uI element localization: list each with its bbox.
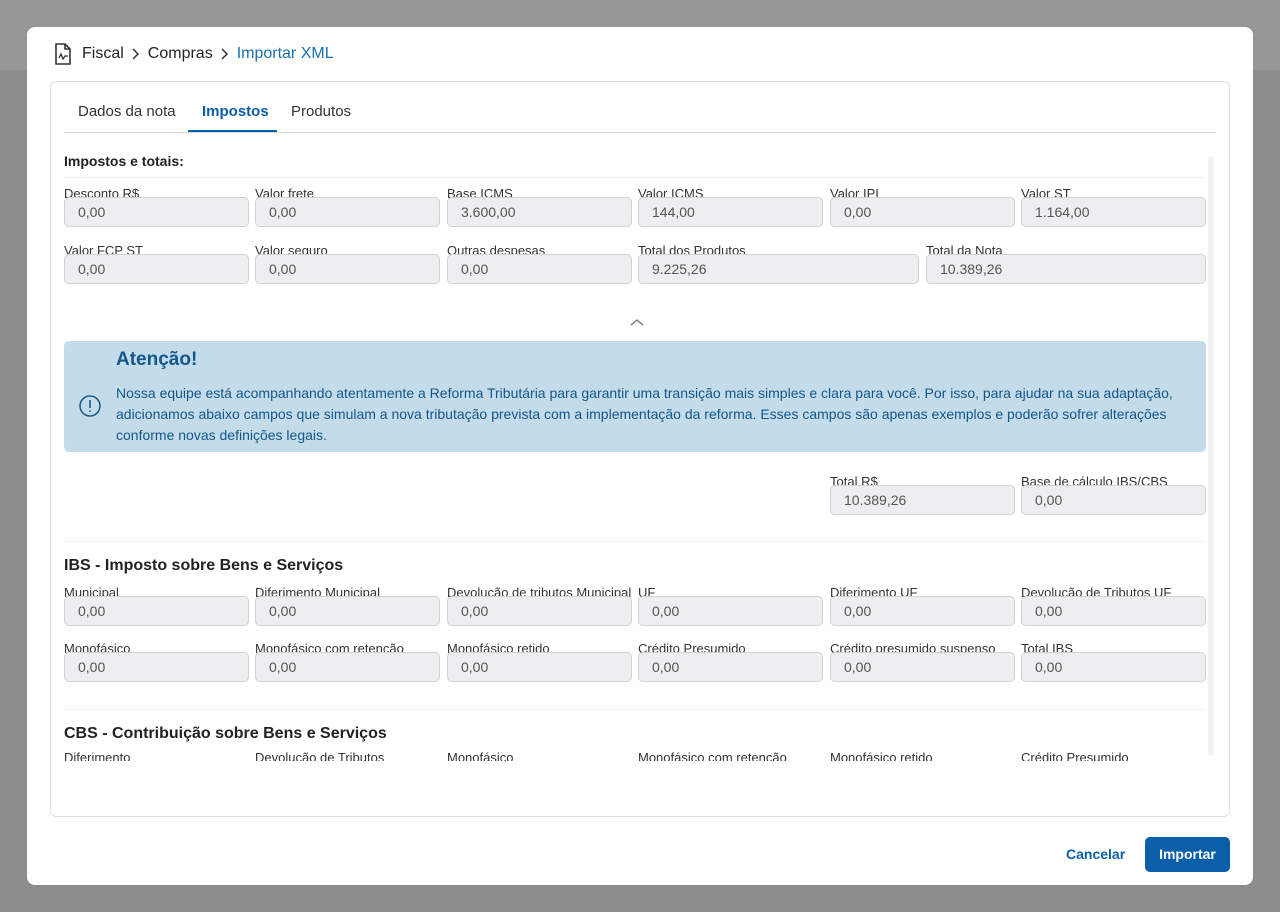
field-input[interactable]: 0,00 bbox=[638, 652, 823, 682]
card bbox=[50, 81, 1230, 817]
alert-text: Nossa equipe está acompanhando atentamen… bbox=[116, 385, 1173, 443]
field-input[interactable]: 0,00 bbox=[1021, 485, 1206, 515]
field-input[interactable]: 9.225,26 bbox=[638, 254, 919, 284]
breadcrumb-item[interactable]: Fiscal bbox=[82, 45, 124, 62]
divider bbox=[64, 541, 1206, 542]
doc-icon bbox=[55, 43, 71, 65]
breadcrumb-item: Importar XML bbox=[236, 45, 334, 62]
breadcrumb: Fiscal Compras Importar XML bbox=[82, 45, 334, 63]
field-input[interactable]: 0,00 bbox=[447, 652, 632, 682]
field-label: Monofásico retido bbox=[830, 750, 933, 761]
field-input[interactable]: 0,00 bbox=[64, 254, 249, 284]
section-title: IBS - Imposto sobre Bens e Serviços bbox=[64, 557, 344, 574]
field-input[interactable]: 0,00 bbox=[64, 596, 249, 626]
field-input[interactable]: 0,00 bbox=[830, 652, 1015, 682]
import-button[interactable]: Importar bbox=[1145, 837, 1230, 872]
field-input[interactable]: 0,00 bbox=[1021, 596, 1206, 626]
field-input[interactable]: 0,00 bbox=[1021, 652, 1206, 682]
breadcrumb-item[interactable]: Compras bbox=[147, 45, 213, 62]
tab[interactable]: Produtos bbox=[291, 103, 352, 120]
field-input[interactable]: 0,00 bbox=[447, 254, 632, 284]
field-label: Monofásico com retenção bbox=[638, 750, 787, 761]
cancel-button[interactable]: Cancelar bbox=[1066, 846, 1126, 862]
scrollbar bbox=[1208, 156, 1214, 756]
tab[interactable]: Dados da nota bbox=[78, 103, 176, 120]
field-label: Devolução de Tributos bbox=[255, 750, 385, 761]
scroll-content: Atenção! Nossa equipe está acompanhando … bbox=[64, 153, 1206, 761]
field-input[interactable]: 0,00 bbox=[255, 652, 440, 682]
field-input[interactable]: 0,00 bbox=[64, 652, 249, 682]
field-input[interactable]: 0,00 bbox=[447, 596, 632, 626]
alert bbox=[64, 341, 1206, 452]
field-input[interactable]: 3.600,00 bbox=[447, 197, 632, 227]
field-input[interactable]: 0,00 bbox=[255, 197, 440, 227]
field-label: Monofásico bbox=[447, 750, 514, 761]
divider bbox=[64, 709, 1206, 710]
field-input[interactable]: 0,00 bbox=[255, 254, 440, 284]
field-input[interactable]: 0,00 bbox=[638, 596, 823, 626]
field-input[interactable]: 144,00 bbox=[638, 197, 823, 227]
crumb-separator bbox=[221, 48, 228, 60]
field-label: Diferimento bbox=[64, 750, 131, 761]
tabs-divider bbox=[64, 132, 1216, 133]
field-input[interactable]: 0,00 bbox=[830, 197, 1015, 227]
alert-icon bbox=[79, 395, 101, 417]
field-input[interactable]: 0,00 bbox=[830, 596, 1015, 626]
field-label: Crédito Presumido bbox=[1021, 750, 1129, 761]
tab[interactable]: Impostos bbox=[202, 103, 269, 120]
crumb-separator bbox=[132, 48, 139, 60]
field-input[interactable]: 0,00 bbox=[64, 197, 249, 227]
section-title: Impostos e totais: bbox=[64, 153, 184, 169]
field-input[interactable]: 10.389,26 bbox=[926, 254, 1206, 284]
section-title: CBS - Contribuição sobre Bens e Serviços bbox=[64, 725, 387, 742]
alert-title: Atenção! bbox=[116, 349, 198, 370]
field-input[interactable]: 1.164,00 bbox=[1021, 197, 1206, 227]
field-input[interactable]: 0,00 bbox=[255, 596, 440, 626]
divider bbox=[64, 177, 1206, 178]
collapse-chevron[interactable] bbox=[629, 317, 645, 327]
tab-indicator bbox=[188, 130, 277, 132]
field-input[interactable]: 10.389,26 bbox=[830, 485, 1015, 515]
modal bbox=[27, 27, 1253, 885]
